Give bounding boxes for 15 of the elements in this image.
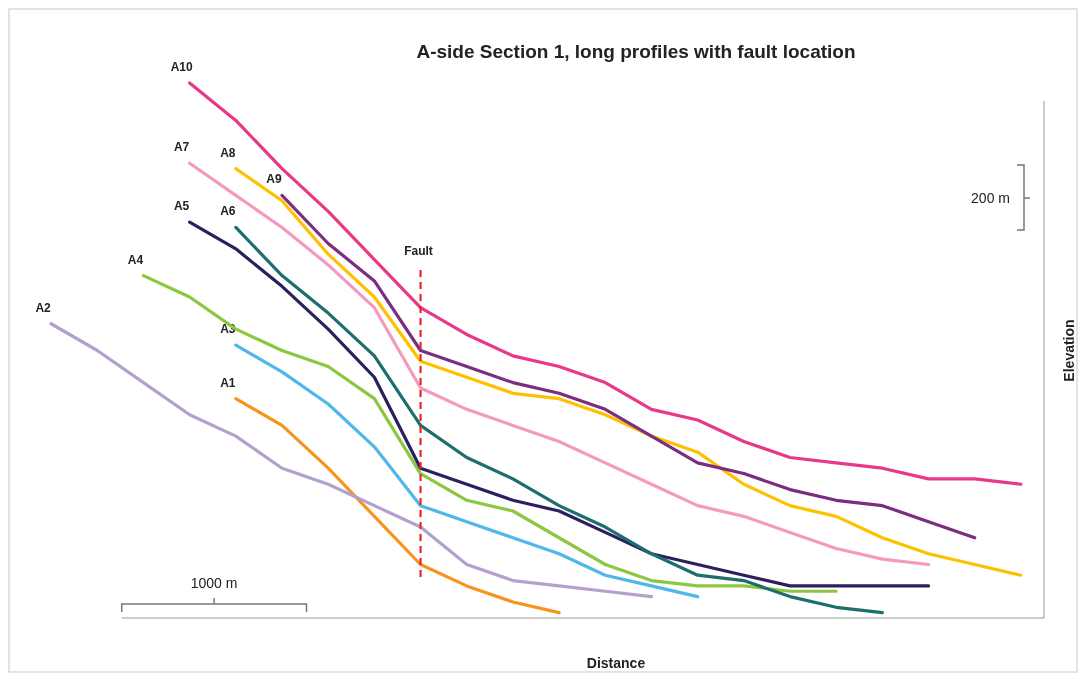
series-label: A5 (173, 199, 190, 214)
annotation: Fault (404, 244, 433, 258)
series-label: A4 (127, 252, 144, 267)
series-label: A2 (35, 300, 52, 315)
annotation: 200 m (971, 190, 1010, 206)
series-label: A1 (220, 375, 236, 390)
series-label: A9 (266, 172, 282, 187)
series-label: A8 (220, 145, 236, 160)
series-label: A7 (173, 140, 190, 155)
y-axis-title: Elevation (1061, 319, 1077, 382)
annotation: 1000 m (190, 575, 238, 591)
x-axis-title: Distance (586, 655, 646, 671)
series-label: A6 (220, 204, 236, 219)
series-label: A10 (170, 60, 193, 74)
chart-title: A-side Section 1, long profiles with fault location (416, 41, 856, 62)
